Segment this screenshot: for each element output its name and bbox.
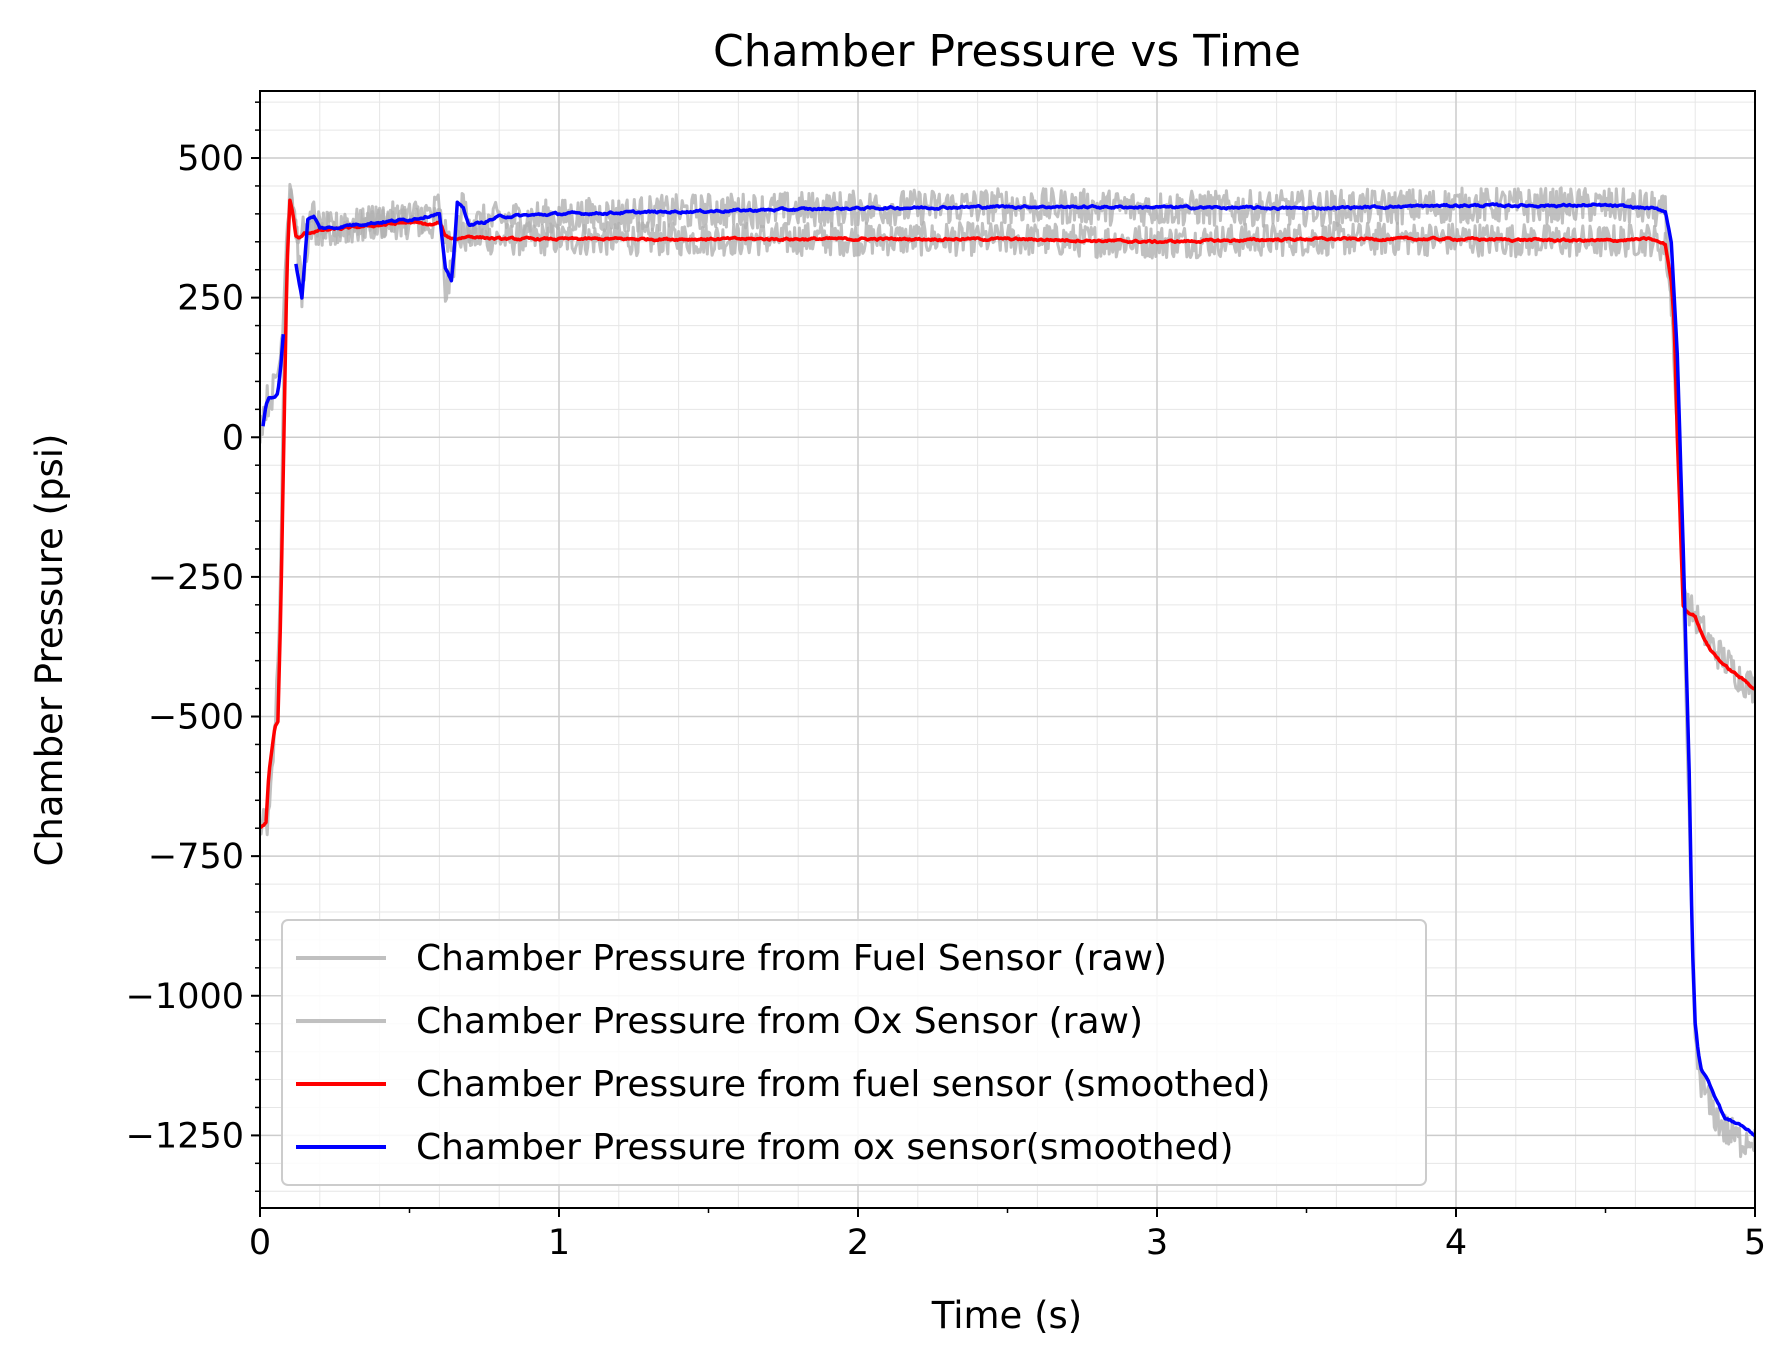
x-tick-label: 4: [1445, 1223, 1467, 1263]
x-tick-label: 2: [847, 1223, 869, 1263]
legend-label: Chamber Pressure from fuel sensor (smoot…: [416, 1064, 1270, 1105]
series-line: [260, 198, 1755, 830]
legend: Chamber Pressure from Fuel Sensor (raw) C…: [281, 919, 1427, 1186]
series-line: [261, 334, 286, 427]
legend-label: Chamber Pressure from ox sensor(smoothed…: [416, 1127, 1234, 1168]
y-axis-ticks: 500 250 0 −250 −500 −750 −1000 −1250: [126, 101, 260, 1192]
y-tick-label: 0: [222, 418, 244, 458]
series-layer: [260, 182, 1755, 1159]
y-tick-label: −1000: [126, 977, 244, 1017]
legend-item: Chamber Pressure from Ox Sensor (raw): [296, 1001, 1143, 1042]
series-line: [294, 200, 1755, 1138]
y-tick-label: −1250: [126, 1116, 244, 1156]
y-tick-label: 250: [177, 279, 244, 319]
series-1: [260, 188, 1755, 837]
y-tick-label: −750: [148, 837, 244, 877]
x-tick-label: 1: [548, 1223, 570, 1263]
series-line: [260, 182, 1755, 1159]
legend-label: Chamber Pressure from Fuel Sensor (raw): [416, 938, 1167, 979]
series-line: [260, 188, 1755, 837]
y-axis-label: Chamber Pressure (psi): [28, 434, 71, 867]
legend-item: Chamber Pressure from fuel sensor (smoot…: [296, 1064, 1270, 1105]
y-tick-label: −250: [148, 558, 244, 598]
x-axis-ticks: 0 1 2 3 4 5: [249, 1208, 1766, 1263]
legend-label: Chamber Pressure from Ox Sensor (raw): [416, 1001, 1143, 1042]
x-axis-label: Time (s): [931, 1294, 1082, 1337]
legend-item: Chamber Pressure from Fuel Sensor (raw): [296, 938, 1167, 979]
x-tick-label: 0: [249, 1223, 271, 1263]
series-4: [261, 200, 1755, 1138]
x-tick-label: 3: [1146, 1223, 1168, 1263]
legend-box: [281, 919, 1427, 1186]
chart-title: Chamber Pressure vs Time: [713, 26, 1301, 77]
series-3: [260, 198, 1755, 830]
y-tick-label: 500: [177, 139, 244, 179]
series-2: [260, 182, 1755, 1159]
x-tick-label: 5: [1744, 1223, 1766, 1263]
legend-item: Chamber Pressure from ox sensor(smoothed…: [296, 1127, 1234, 1168]
y-tick-label: −500: [148, 698, 244, 738]
